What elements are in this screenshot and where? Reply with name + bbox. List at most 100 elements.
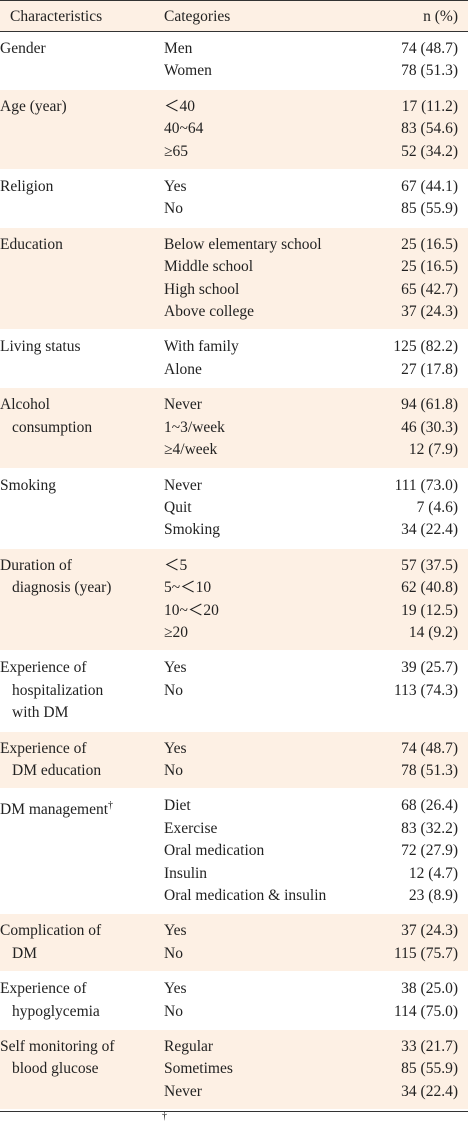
category: ≥65 (164, 142, 189, 160)
value-cell: 74 (48.7) 78 (51.3) (364, 32, 458, 89)
category-cell: Below elementary school Middle school High… (164, 228, 364, 330)
category-cell: Regular Sometimes Never (164, 1030, 364, 1109)
category: 40~64 (164, 120, 204, 138)
group-row: DM management† Diet Exercise Oral medicatio… (0, 789, 468, 915)
group-row: Age (year) ＜40 40~64 ≥65 17 (11.2) 83 (54.6) 5… (0, 89, 468, 171)
category: ≥4/week (164, 441, 218, 459)
value: 33 (21.7) (401, 1038, 458, 1056)
characteristic-line: Experience of (0, 738, 164, 760)
characteristic-text: DM (12, 944, 37, 962)
category: Smoking (164, 521, 220, 539)
characteristic-text: blood glucose (12, 1060, 99, 1078)
value: 85 (55.9) (401, 1060, 458, 1078)
characteristic-line: hypoglycemia (0, 1001, 164, 1023)
group-row: Experience of DM education Yes No 74 (48.7) 7… (0, 731, 468, 790)
group-row: Duration of diagnosis (year) ＜5 5~＜10 10~＜20… (0, 548, 468, 652)
category: No (164, 681, 183, 699)
characteristic-line: Self monitoring of (0, 1036, 164, 1058)
category: Oral medication & insulin (164, 887, 327, 904)
characteristic-cell: Duration of diagnosis (year) (0, 549, 164, 651)
group-row: Smoking Never Quit Smoking 111 (73.0) 7 (4.6)… (0, 469, 468, 549)
value: 37 (24.3) (401, 922, 458, 940)
characteristic-text: Education (0, 235, 63, 253)
characteristic-cell: Living status (0, 330, 164, 387)
header-cell: Characteristics (10, 8, 103, 25)
value: 17 (11.2) (401, 97, 458, 115)
category-cell: Diet Exercise Oral medication Insulin Oral m… (164, 789, 364, 913)
characteristic-line: Complication of (0, 920, 164, 942)
value: 113 (74.3) (394, 681, 458, 699)
category: Insulin (164, 864, 208, 882)
category: No (164, 1002, 183, 1020)
category: Never (164, 396, 202, 414)
value: 46 (30.3) (401, 418, 458, 436)
characteristic-line: Experience of (0, 657, 164, 679)
category: Yes (164, 739, 187, 757)
characteristic-text: with DM (12, 704, 69, 722)
characteristic-text: Alcohol (0, 396, 50, 414)
value: 38 (25.0) (401, 980, 458, 998)
value-cell: 74 (48.7) 78 (51.3) (364, 732, 458, 789)
value: 83 (54.6) (401, 120, 458, 138)
value: 74 (48.7) (401, 40, 458, 57)
category: Never (164, 1082, 202, 1100)
characteristic-line: with DM (0, 702, 164, 724)
category: No (164, 761, 183, 779)
value: 85 (55.9) (401, 200, 458, 218)
characteristic-line: Age (year) (0, 96, 164, 118)
value: 78 (51.3) (401, 62, 458, 80)
value: 19 (12.5) (401, 601, 458, 619)
category: Yes (164, 922, 187, 940)
value: 14 (9.2) (408, 623, 458, 641)
category-cell: Men Women (164, 32, 364, 89)
category: Yes (164, 178, 187, 196)
characteristic-cell: Experience of DM education (0, 732, 164, 789)
category: Yes (164, 659, 187, 677)
characteristic-text: diagnosis (year) (12, 579, 112, 597)
value: 52 (34.2) (401, 142, 458, 160)
characteristic-line: Duration of (0, 555, 164, 577)
category-cell: Never 1~3/week ≥4/week (164, 388, 364, 467)
category-cell: ＜40 40~64 ≥65 (164, 90, 364, 169)
characteristic-text: Living status (0, 338, 81, 356)
characteristic-line: blood glucose (0, 1058, 164, 1080)
value: 12 (7.9) (408, 441, 458, 459)
header-cell: n (%) (423, 8, 458, 25)
category: Women (164, 62, 212, 80)
value: 111 (73.0) (394, 476, 458, 494)
footnote-mark: † (108, 800, 114, 812)
category: Regular (164, 1038, 214, 1056)
footnote: † (0, 1111, 468, 1122)
value: 23 (8.9) (408, 887, 458, 904)
value: 83 (32.2) (401, 819, 458, 837)
value: 67 (44.1) (401, 178, 458, 196)
characteristic-line: DM management† (0, 795, 164, 822)
characteristic-cell: Age (year) (0, 90, 164, 169)
category: Quit (164, 498, 192, 516)
group-row: Experience of hospitalization with DM Yes No… (0, 651, 468, 732)
characteristic-line: DM (0, 943, 164, 965)
category: 1~3/week (164, 418, 225, 436)
value-cell: 94 (61.8) 46 (30.3) 12 (7.9) (364, 388, 458, 467)
category: Yes (164, 980, 187, 998)
characteristic-text: Gender (0, 40, 46, 57)
category-cell: Yes No (164, 972, 364, 1029)
value-cell: 33 (21.7) 85 (55.9) 34 (22.4) (364, 1030, 458, 1109)
value: 74 (48.7) (401, 739, 458, 757)
value: 34 (22.4) (401, 521, 458, 539)
value: 37 (24.3) (401, 303, 458, 321)
characteristic-text: hypoglycemia (12, 1002, 100, 1020)
characteristic-text: DM education (12, 761, 102, 779)
value: 68 (26.4) (401, 797, 458, 815)
category: Oral medication (164, 842, 265, 860)
characteristic-cell: Experience of hospitalization with DM (0, 651, 164, 730)
category: Alone (164, 360, 202, 378)
table-body: Gender Men Women 74 (48.7) 78 (51.3) Age (yea… (0, 32, 468, 1111)
characteristic-line: diagnosis (year) (0, 577, 164, 599)
characteristic-cell: Complication of DM (0, 914, 164, 971)
characteristic-line: Alcohol (0, 394, 164, 416)
category: ＜5 (164, 556, 188, 574)
characteristic-text: consumption (12, 418, 93, 436)
characteristic-line: Gender (0, 38, 164, 60)
